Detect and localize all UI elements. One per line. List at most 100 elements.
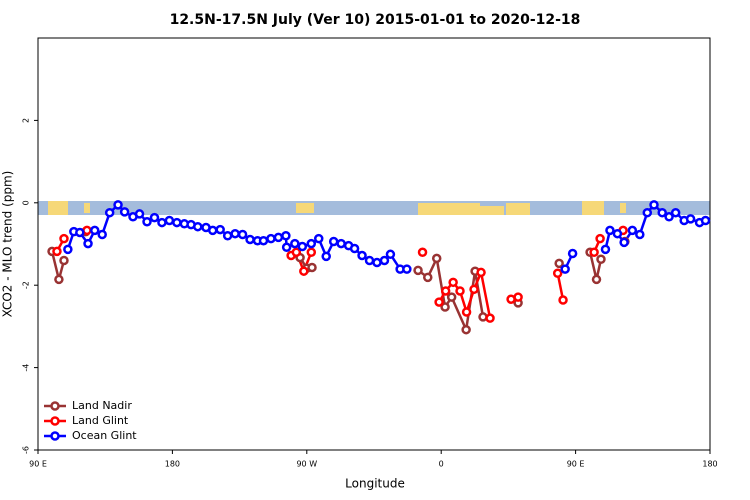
- data-point: [313, 233, 324, 244]
- data-point: [54, 274, 64, 285]
- data-point: [434, 297, 444, 307]
- data-point: [357, 250, 367, 261]
- data-point: [336, 238, 346, 249]
- data-point: [670, 207, 681, 218]
- data-point: [402, 264, 412, 274]
- data-point: [297, 241, 308, 252]
- data-point: [222, 231, 233, 241]
- data-point: [600, 244, 611, 255]
- data-point: [385, 249, 396, 260]
- data-point: [89, 225, 100, 236]
- data-point: [364, 255, 375, 266]
- data-point: [328, 236, 339, 247]
- data-point: [307, 262, 317, 273]
- data-point: [612, 228, 623, 239]
- series-line: [52, 242, 625, 330]
- data-point: [664, 212, 674, 222]
- y-axis-label: XCO2 - MLO trend (ppm): [1, 171, 15, 318]
- data-point: [306, 238, 317, 249]
- data-point: [461, 307, 472, 317]
- data-point: [266, 233, 276, 244]
- data-point: [83, 238, 93, 249]
- data-point: [455, 286, 465, 296]
- data-point: [469, 284, 479, 295]
- data-point: [193, 221, 203, 232]
- data-point: [591, 274, 602, 285]
- data-point: [461, 324, 471, 335]
- x-tick-label: 90 E: [567, 460, 585, 469]
- data-point: [423, 272, 433, 283]
- data-point: [119, 207, 130, 217]
- data-point: [379, 255, 390, 266]
- data-point: [104, 207, 115, 218]
- data-point: [52, 246, 62, 257]
- data-point: [440, 302, 450, 312]
- legend: Land Nadir Land Glint Ocean Glint: [44, 399, 137, 442]
- data-point: [560, 264, 570, 274]
- data-point: [207, 225, 218, 236]
- data-point: [627, 225, 638, 236]
- data-point: [446, 292, 457, 302]
- data-point: [372, 257, 382, 268]
- data-point: [589, 247, 599, 257]
- data-point: [513, 292, 523, 302]
- data-point: [142, 217, 152, 227]
- data-point: [134, 209, 145, 219]
- data-point: [149, 212, 160, 223]
- data-point: [552, 268, 563, 279]
- data-point: [113, 200, 123, 210]
- y-tick-label: -4: [22, 364, 31, 372]
- x-axis-label: Longitude: [345, 477, 405, 491]
- data-point: [245, 234, 255, 245]
- y-tick-label: 0: [22, 200, 31, 205]
- data-point: [685, 214, 696, 224]
- map-strip: [38, 201, 710, 215]
- data-point: [321, 251, 331, 262]
- plot-frame: [37, 37, 711, 451]
- data-point: [595, 233, 605, 244]
- data-point: [657, 207, 667, 218]
- x-tick-label: 180: [165, 460, 180, 469]
- data-point: [258, 235, 269, 246]
- x-tick-label: 180: [702, 460, 717, 469]
- data-point: [476, 267, 486, 278]
- data-point: [290, 238, 300, 249]
- data-point: [619, 237, 629, 248]
- legend-label: Ocean Glint: [72, 429, 137, 442]
- data-point: [431, 253, 442, 264]
- data-point: [172, 217, 182, 228]
- data-point: [642, 207, 653, 218]
- legend-label: Land Nadir: [72, 399, 132, 412]
- data-point: [349, 243, 360, 254]
- data-point: [291, 247, 302, 257]
- data-point: [605, 225, 615, 236]
- data-point: [281, 242, 292, 253]
- data-point: [485, 313, 495, 323]
- data-point: [299, 266, 309, 276]
- data-point: [230, 228, 240, 239]
- data-point: [273, 232, 284, 243]
- y-tick-label: -2: [22, 281, 31, 289]
- legend-label: Land Glint: [72, 414, 129, 427]
- data-point: [75, 227, 85, 238]
- x-tick-label: 0: [439, 460, 444, 469]
- data-point: [567, 248, 578, 259]
- data-point: [164, 215, 175, 226]
- data-point: [215, 224, 225, 235]
- data-point: [554, 258, 564, 269]
- x-tick-label: 90 W: [296, 460, 317, 469]
- y-tick-label: 2: [22, 118, 31, 123]
- data-point: [237, 229, 248, 240]
- legend-marker: [50, 401, 60, 411]
- data-point: [306, 247, 317, 257]
- data-point: [97, 229, 107, 240]
- data-point: [59, 233, 69, 244]
- data-point: [440, 286, 451, 296]
- legend-marker: [50, 431, 60, 441]
- x-tick-label: 90 E: [29, 460, 47, 469]
- data-point: [413, 265, 423, 276]
- data-point: [635, 229, 645, 240]
- data-point: [59, 255, 69, 266]
- data-point: [700, 215, 711, 226]
